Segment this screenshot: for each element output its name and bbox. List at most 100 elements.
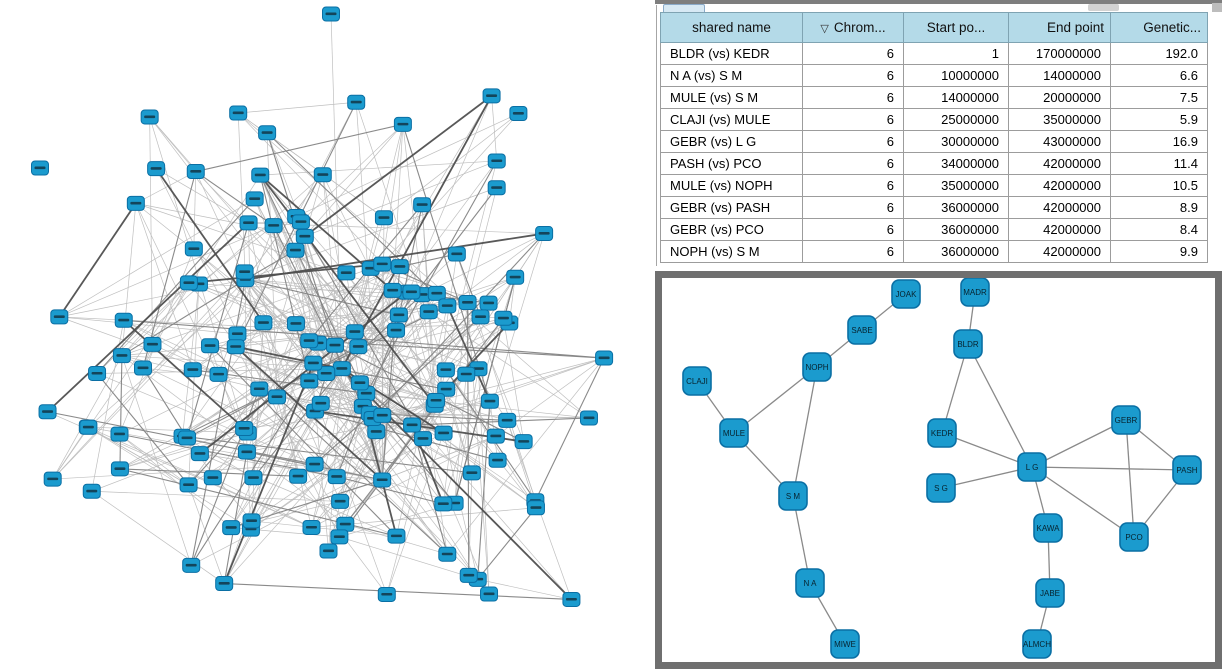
table-cell[interactable]: N A (vs) S M (660, 64, 803, 87)
network-node[interactable] (215, 576, 234, 592)
network-node-MULE[interactable]: MULE (719, 418, 749, 448)
network-node[interactable] (184, 241, 203, 257)
network-node-L G[interactable]: L G (1017, 452, 1047, 482)
table-row[interactable]: PASH (vs) PCO 6 34000000 42000000 11.4 (660, 152, 1208, 175)
network-node[interactable] (345, 324, 364, 340)
network-node[interactable] (179, 275, 198, 291)
network-node[interactable] (126, 195, 145, 211)
table-row[interactable]: MULE (vs) NOPH 6 35000000 42000000 10.5 (660, 174, 1208, 197)
table-cell[interactable]: MULE (vs) S M (660, 86, 803, 109)
column-header-0[interactable]: shared name (660, 12, 803, 43)
network-node[interactable] (373, 472, 392, 488)
network-node-PCO[interactable]: PCO (1119, 522, 1149, 552)
network-node-KAWA[interactable]: KAWA (1033, 513, 1063, 543)
network-node[interactable] (183, 362, 202, 378)
network-node[interactable] (487, 180, 506, 196)
network-node[interactable] (203, 470, 222, 486)
table-row[interactable]: GEBR (vs) PASH 6 36000000 42000000 8.9 (660, 196, 1208, 219)
column-header-4[interactable]: Genetic... (1110, 12, 1208, 43)
table-cell[interactable]: 170000000 (1008, 42, 1111, 65)
network-node-BLDR[interactable]: BLDR (953, 329, 983, 359)
table-cell[interactable]: 14000000 (903, 86, 1009, 109)
table-cell[interactable]: 10000000 (903, 64, 1009, 87)
network-node[interactable] (237, 444, 256, 460)
table-cell[interactable]: 20000000 (1008, 86, 1111, 109)
network-node-JOAK[interactable]: JOAK (891, 279, 921, 309)
network-node[interactable] (140, 109, 159, 125)
network-node[interactable] (434, 496, 453, 512)
network-node[interactable] (295, 228, 314, 244)
network-node[interactable] (480, 393, 499, 409)
network-node[interactable] (251, 167, 270, 183)
network-node[interactable] (235, 264, 254, 280)
network-node[interactable] (88, 365, 107, 381)
column-header-2[interactable]: Start po... (903, 12, 1009, 43)
network-edge-L G-GEBR[interactable] (1031, 419, 1127, 468)
network-edge-NOPH-MULE[interactable] (733, 366, 818, 434)
network-node[interactable] (112, 348, 131, 364)
table-cell[interactable]: 35000000 (1008, 108, 1111, 131)
network-node[interactable] (383, 282, 402, 298)
network-node[interactable] (190, 446, 209, 462)
network-node[interactable] (242, 513, 261, 529)
network-node-JABE[interactable]: JABE (1035, 578, 1065, 608)
network-node[interactable] (305, 456, 324, 472)
table-cell[interactable]: 42000000 (1008, 152, 1111, 175)
network-node[interactable] (82, 483, 101, 499)
table-cell[interactable]: 8.4 (1110, 218, 1208, 241)
network-node[interactable] (438, 298, 457, 314)
table-cell[interactable]: 14000000 (1008, 64, 1111, 87)
network-node[interactable] (222, 520, 241, 536)
table-row[interactable]: CLAJI (vs) MULE 6 25000000 35000000 5.9 (660, 108, 1208, 131)
network-node[interactable] (402, 284, 421, 300)
network-node[interactable] (480, 586, 499, 602)
table-cell[interactable]: 43000000 (1008, 130, 1111, 153)
network-node[interactable] (413, 431, 432, 447)
network-node[interactable] (390, 259, 409, 275)
horizontal-scrollbar-thumb[interactable] (1088, 4, 1119, 11)
network-node-S M[interactable]: S M (778, 481, 808, 511)
table-cell[interactable]: 6 (802, 196, 904, 219)
network-node[interactable] (427, 285, 446, 301)
table-cell[interactable]: CLAJI (vs) MULE (660, 108, 803, 131)
network-node[interactable] (327, 469, 346, 485)
network-node[interactable] (114, 312, 133, 328)
table-cell[interactable]: 16.9 (1110, 130, 1208, 153)
network-node[interactable] (337, 265, 356, 281)
network-node[interactable] (304, 355, 323, 371)
network-node[interactable] (336, 516, 355, 532)
network-node[interactable] (479, 295, 498, 311)
network-edge-S G-L G[interactable] (940, 466, 1033, 489)
network-node[interactable] (235, 420, 254, 436)
network-node-S G[interactable]: S G (926, 473, 956, 503)
network-node[interactable] (250, 381, 269, 397)
network-node[interactable] (268, 389, 287, 405)
network-node-ALMCH[interactable]: ALMCH (1022, 629, 1052, 659)
network-node[interactable] (482, 88, 501, 104)
network-node[interactable] (462, 465, 481, 481)
network-node[interactable] (458, 294, 477, 310)
network-node[interactable] (110, 461, 129, 477)
network-node[interactable] (286, 316, 305, 332)
network-node[interactable] (291, 214, 310, 230)
network-node[interactable] (487, 153, 506, 169)
network-node[interactable] (595, 350, 614, 366)
network-node-MADR[interactable]: MADR (960, 278, 990, 307)
table-cell[interactable]: MULE (vs) NOPH (660, 174, 803, 197)
network-node[interactable] (403, 417, 422, 433)
network-node[interactable] (147, 161, 166, 177)
network-node[interactable] (331, 493, 350, 509)
network-node[interactable] (245, 191, 264, 207)
network-node[interactable] (258, 125, 277, 141)
network-node[interactable] (186, 164, 205, 180)
main-network-canvas[interactable] (0, 0, 655, 669)
network-edge-BLDR-KEDR[interactable] (941, 343, 969, 434)
table-cell[interactable]: 6 (802, 86, 904, 109)
table-cell[interactable]: PASH (vs) PCO (660, 152, 803, 175)
network-node[interactable] (182, 557, 201, 573)
network-node[interactable] (437, 381, 456, 397)
network-node[interactable] (311, 395, 330, 411)
network-node[interactable] (286, 242, 305, 258)
network-node[interactable] (254, 315, 273, 331)
column-header-1[interactable]: ▽ Chrom... (802, 12, 904, 43)
